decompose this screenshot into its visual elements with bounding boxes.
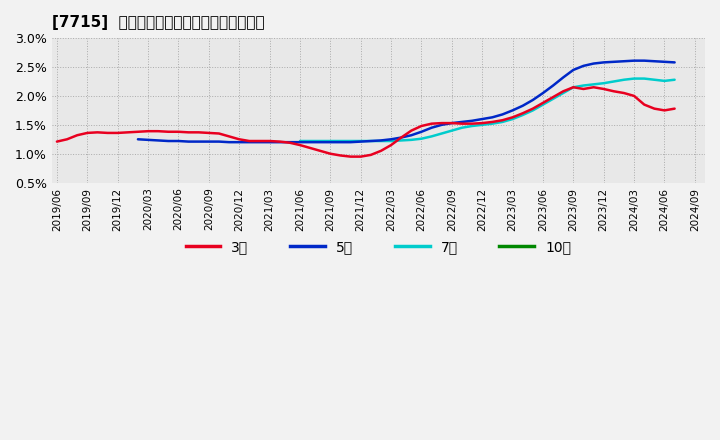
Legend: 3年, 5年, 7年, 10年: 3年, 5年, 7年, 10年 [180,235,577,260]
Text: [7715]  経常利益マージンの標準偏差の推移: [7715] 経常利益マージンの標準偏差の推移 [52,15,264,30]
